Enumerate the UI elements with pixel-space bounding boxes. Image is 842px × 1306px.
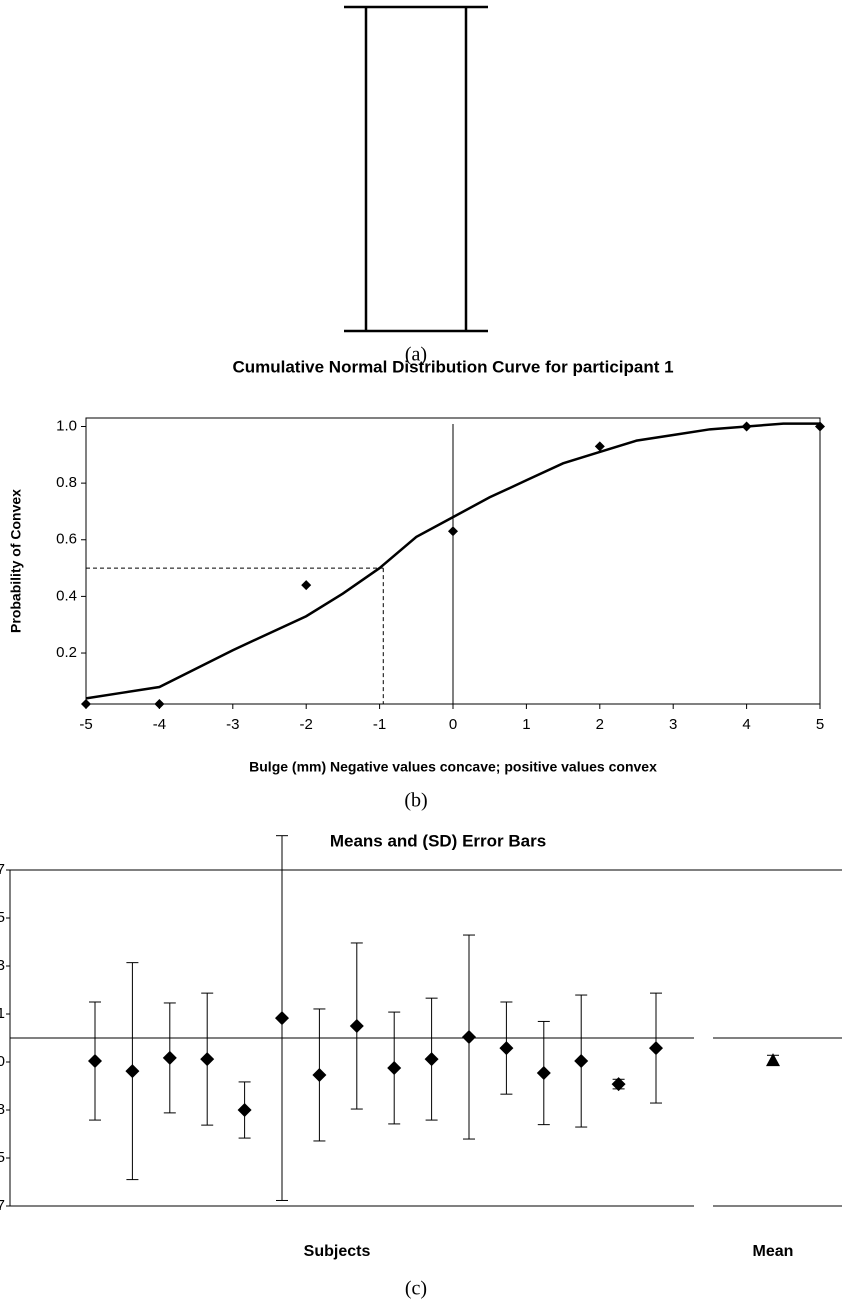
data-point [594,441,605,452]
mean-marker [387,1061,402,1075]
mean-marker [237,1103,252,1117]
caption: (b) [404,790,427,812]
y-tick-label: 0.8 [56,474,77,491]
y-tick-label: 3 [0,957,5,974]
x-tick-label: 2 [596,716,604,733]
x-tick-label: 5 [816,716,824,733]
y-tick-label: 7 [0,1197,5,1214]
x-tick-label: -3 [226,716,239,733]
y-tick-label: 8 [0,1101,5,1118]
x-axis-label: Bulge (mm) Negative values concave; posi… [249,759,657,775]
x-tick-label: -2 [300,716,313,733]
caption: (a) [405,344,427,366]
x-tick-label: -4 [153,716,166,733]
data-point [301,580,312,591]
y-tick-label: 0.6 [56,531,77,548]
x-tick-label: -5 [79,716,92,733]
mean-marker [349,1019,364,1033]
mean-marker [275,1011,289,1026]
mean-marker [424,1052,439,1067]
data-point [154,699,165,709]
mean-marker [462,1030,476,1045]
data-point [741,421,752,432]
mean-marker [88,1054,102,1069]
y-tick-label: 5 [0,1149,5,1166]
chart-title: Cumulative Normal Distribution Curve for… [232,357,673,376]
fit-curve [85,422,820,700]
data-point [448,526,458,537]
mean-marker [162,1050,177,1065]
mean-marker [499,1041,514,1056]
caption: (c) [405,1278,427,1300]
chart-title: Means and (SD) Error Bars [330,831,546,850]
y-tick-label: 0.2 [56,644,77,661]
y-tick-label: 1.0 [56,417,77,434]
x-tick-label: 4 [742,716,750,733]
group-label: Mean [753,1243,794,1260]
mean-marker [611,1077,626,1092]
y-tick-label: 1 [0,1005,5,1022]
x-tick-label: 0 [449,716,457,733]
mean-marker [200,1052,215,1067]
group-label: Subjects [304,1243,371,1260]
x-tick-label: 3 [669,716,677,733]
mean-marker [536,1066,551,1081]
y-tick-label: 0.4 [56,587,77,604]
y-tick-label: 5 [0,909,5,926]
y-axis-label: Probability of Convex [8,489,24,633]
y-tick-label: 7 [0,861,5,878]
mean-marker [574,1054,589,1069]
panel-a-shape [344,5,488,333]
y-tick-label: 0 [0,1053,5,1070]
mean-marker [649,1041,663,1056]
mean-marker [312,1067,327,1082]
data-point [81,699,91,709]
x-tick-label: -1 [373,716,386,733]
mean-marker [125,1064,140,1079]
x-tick-label: 1 [522,716,530,733]
data-point [815,421,825,432]
mean-marker [766,1053,780,1067]
